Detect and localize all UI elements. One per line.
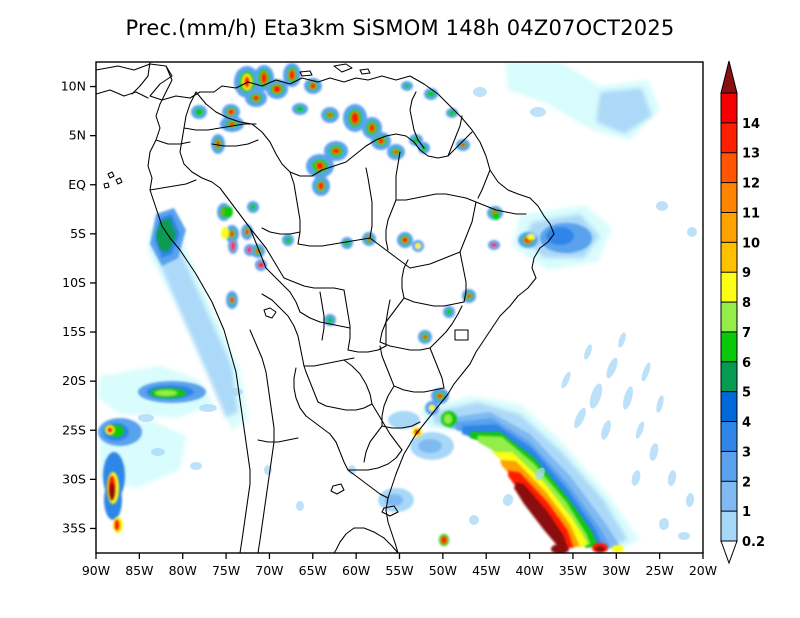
colorbar-tick-label: 1 — [742, 505, 751, 520]
x-axis-tick-label: 20W — [689, 563, 717, 578]
y-axis-tick-label: EQ — [68, 177, 86, 192]
colorbar-tick-label: 7 — [742, 326, 751, 341]
colorbar-tick-label: 13 — [742, 147, 760, 162]
colorbar-tick-label: 4 — [742, 416, 751, 431]
x-axis-tick-label: 50W — [429, 563, 457, 578]
y-axis-tick-label: 10N — [61, 79, 86, 94]
colorbar-tick-label: 8 — [742, 296, 751, 311]
colorbar-tick-label: 6 — [742, 356, 751, 371]
x-axis-tick-label: 60W — [342, 563, 370, 578]
colorbar-tick-labels: 14 13 12 11 10 9 8 7 6 5 4 3 2 1 0.2 — [742, 117, 765, 550]
x-axis-tick-label: 75W — [212, 563, 240, 578]
colorbar-extend-caps — [720, 60, 738, 565]
page-title: Prec.(mm/h) Eta3km SiSMOM 148h 04Z07OCT2… — [125, 16, 675, 40]
y-axis-ticks: 10N 5N EQ 5S 10S 15S 20S 25S 30S 35S — [61, 79, 96, 535]
colorbar-band — [720, 331, 738, 363]
precipitation-field — [96, 62, 697, 553]
y-axis-tick-label: 30S — [62, 471, 86, 486]
colorbar-band — [720, 241, 738, 274]
x-axis-tick-label: 70W — [255, 563, 283, 578]
colorbar-band — [720, 361, 738, 393]
x-axis-tick-label: 90W — [82, 563, 110, 578]
x-axis-tick-label: 30W — [602, 563, 630, 578]
colorbar-band — [720, 122, 738, 154]
colorbar-band — [720, 92, 738, 124]
colorbar-over-cap — [720, 60, 738, 94]
intense-precip-layer — [492, 452, 588, 549]
colorbar-tick-label: 14 — [742, 117, 760, 132]
colorbar-tick-label: 10 — [742, 236, 760, 251]
x-axis-tick-label: 25W — [646, 563, 674, 578]
colorbar-band — [720, 421, 738, 453]
colorbar-under-cap — [720, 540, 738, 565]
colorbar-tick-label: 12 — [742, 177, 760, 192]
country-borders — [96, 62, 555, 553]
colorbar-band — [720, 510, 738, 542]
x-axis-tick-label: 80W — [169, 563, 197, 578]
y-axis-tick-label: 5N — [69, 128, 86, 143]
colorbar-band — [720, 211, 738, 244]
y-axis-tick-label: 5S — [70, 226, 86, 241]
x-axis-tick-label: 40W — [515, 563, 543, 578]
x-axis-ticks: 90W 85W 80W 75W 70W 65W 60W 55W 50W 45W 40W 35W 30W 2… — [82, 553, 717, 578]
x-axis-tick-label: 85W — [125, 563, 153, 578]
convective-cells-layer — [105, 63, 624, 553]
colorbar-band — [720, 182, 738, 214]
colorbar-bands — [720, 92, 738, 542]
colorbar-band — [720, 391, 738, 423]
colorbar-band — [720, 271, 738, 303]
y-axis-tick-label: 35S — [62, 520, 86, 535]
colorbar-band — [720, 450, 738, 483]
y-axis-tick-label: 25S — [62, 422, 86, 437]
y-axis-tick-label: 10S — [62, 275, 86, 290]
colorbar-tick-label: 5 — [742, 386, 751, 401]
colorbar-tick-label: 9 — [742, 266, 751, 281]
colorbar-band — [720, 480, 738, 513]
x-axis-tick-label: 45W — [472, 563, 500, 578]
colorbar-tick-label: 2 — [742, 475, 751, 490]
colorbar-tick-label: 11 — [742, 206, 760, 221]
colorbar-tick-label: 0.2 — [742, 535, 765, 550]
colorbar-tick-label: 3 — [742, 445, 751, 460]
y-axis-tick-label: 20S — [62, 373, 86, 388]
colorbar-band — [720, 301, 738, 333]
x-axis-tick-label: 65W — [299, 563, 327, 578]
x-axis-tick-label: 35W — [559, 563, 587, 578]
y-axis-tick-label: 15S — [62, 324, 86, 339]
colorbar-band — [720, 152, 738, 184]
x-axis-tick-label: 55W — [385, 563, 413, 578]
